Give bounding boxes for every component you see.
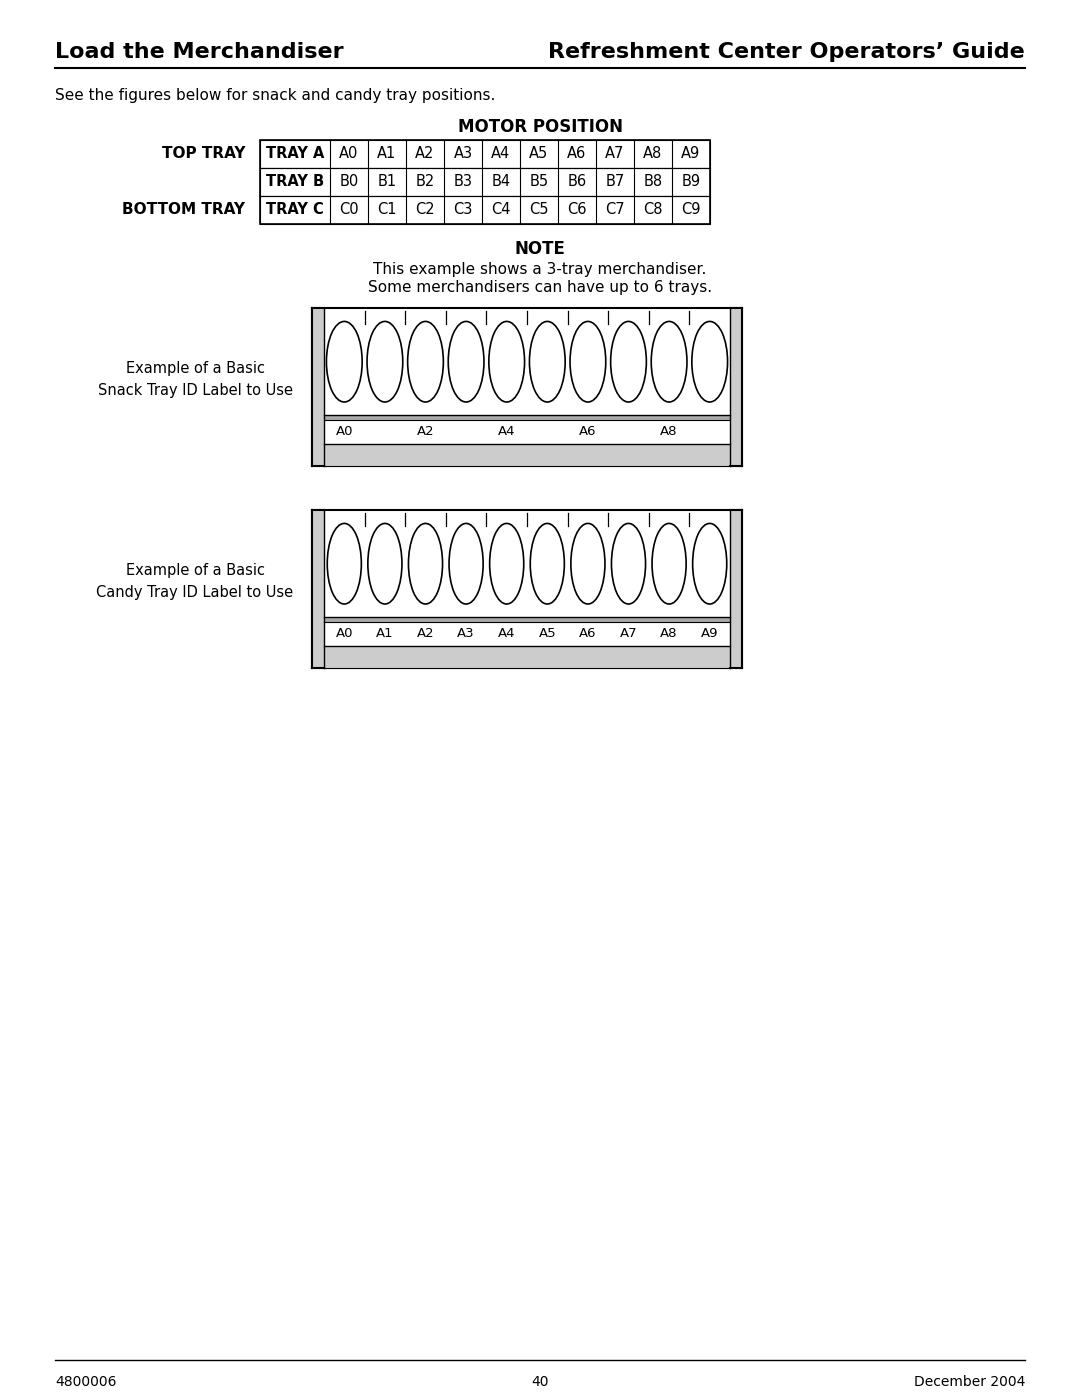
Ellipse shape — [489, 524, 524, 604]
Text: A4: A4 — [491, 147, 511, 162]
Text: TRAY A: TRAY A — [266, 147, 324, 162]
Text: B8: B8 — [644, 175, 662, 190]
Bar — [312, 307, 742, 467]
Text: BOTTOM TRAY: BOTTOM TRAY — [122, 203, 245, 218]
Bar — [730, 307, 742, 467]
Text: A1: A1 — [377, 147, 396, 162]
Text: B3: B3 — [454, 175, 473, 190]
Ellipse shape — [529, 321, 565, 402]
Bar — [260, 140, 710, 224]
Text: B4: B4 — [491, 175, 511, 190]
Text: A5: A5 — [529, 147, 549, 162]
Text: December 2004: December 2004 — [914, 1375, 1025, 1389]
Text: A8: A8 — [660, 425, 678, 439]
Text: A5: A5 — [539, 627, 556, 640]
Text: 40: 40 — [531, 1375, 549, 1389]
Text: Refreshment Center Operators’ Guide: Refreshment Center Operators’ Guide — [549, 42, 1025, 61]
Text: A7: A7 — [620, 627, 637, 640]
Text: See the figures below for snack and candy tray positions.: See the figures below for snack and cand… — [55, 88, 496, 103]
Text: C5: C5 — [529, 203, 549, 218]
Text: B0: B0 — [339, 175, 359, 190]
Text: B9: B9 — [681, 175, 701, 190]
Text: C9: C9 — [681, 203, 701, 218]
Text: This example shows a 3-tray merchandiser.: This example shows a 3-tray merchandiser… — [374, 263, 706, 277]
Ellipse shape — [489, 321, 525, 402]
Text: A0: A0 — [336, 425, 353, 439]
Text: A6: A6 — [579, 627, 596, 640]
Ellipse shape — [571, 524, 605, 604]
Text: TRAY B: TRAY B — [266, 175, 324, 190]
Ellipse shape — [326, 321, 362, 402]
Text: C2: C2 — [415, 203, 435, 218]
Text: Example of a Basic
Candy Tray ID Label to Use: Example of a Basic Candy Tray ID Label t… — [96, 563, 294, 599]
Text: 4800006: 4800006 — [55, 1375, 117, 1389]
Text: A1: A1 — [376, 627, 394, 640]
Text: A8: A8 — [660, 627, 678, 640]
Text: A2: A2 — [417, 627, 434, 640]
Ellipse shape — [367, 321, 403, 402]
Text: A8: A8 — [644, 147, 663, 162]
Text: TOP TRAY: TOP TRAY — [162, 147, 245, 162]
Ellipse shape — [611, 524, 646, 604]
Bar — [260, 140, 710, 168]
Bar — [260, 196, 710, 224]
Text: A4: A4 — [498, 425, 515, 439]
Text: B1: B1 — [377, 175, 396, 190]
Text: A9: A9 — [701, 627, 718, 640]
Text: A2: A2 — [416, 147, 434, 162]
Text: C7: C7 — [605, 203, 625, 218]
Text: A7: A7 — [605, 147, 624, 162]
Text: A9: A9 — [681, 147, 701, 162]
Text: C4: C4 — [491, 203, 511, 218]
Text: NOTE: NOTE — [514, 240, 566, 258]
Text: A3: A3 — [457, 627, 475, 640]
Text: C8: C8 — [644, 203, 663, 218]
Ellipse shape — [530, 524, 565, 604]
Text: MOTOR POSITION: MOTOR POSITION — [458, 117, 622, 136]
Ellipse shape — [692, 524, 727, 604]
Ellipse shape — [327, 524, 362, 604]
Text: B2: B2 — [416, 175, 434, 190]
Text: B5: B5 — [529, 175, 549, 190]
Bar — [324, 444, 730, 467]
Bar — [324, 415, 730, 420]
Ellipse shape — [652, 524, 686, 604]
Ellipse shape — [448, 321, 484, 402]
Ellipse shape — [651, 321, 687, 402]
Bar — [324, 645, 730, 668]
Text: Some merchandisers can have up to 6 trays.: Some merchandisers can have up to 6 tray… — [368, 279, 712, 295]
Text: C0: C0 — [339, 203, 359, 218]
Ellipse shape — [407, 321, 444, 402]
Ellipse shape — [570, 321, 606, 402]
Text: B7: B7 — [606, 175, 624, 190]
Bar — [312, 510, 324, 668]
Bar — [312, 510, 742, 668]
Ellipse shape — [408, 524, 443, 604]
Text: A0: A0 — [336, 627, 353, 640]
Ellipse shape — [449, 524, 483, 604]
Bar — [312, 307, 324, 467]
Text: C6: C6 — [567, 203, 586, 218]
Text: A6: A6 — [579, 425, 596, 439]
Text: A2: A2 — [417, 425, 434, 439]
Text: A6: A6 — [567, 147, 586, 162]
Ellipse shape — [610, 321, 646, 402]
Ellipse shape — [692, 321, 728, 402]
Bar — [730, 510, 742, 668]
Text: Example of a Basic
Snack Tray ID Label to Use: Example of a Basic Snack Tray ID Label t… — [97, 360, 293, 398]
Text: C3: C3 — [454, 203, 473, 218]
Text: Load the Merchandiser: Load the Merchandiser — [55, 42, 343, 61]
Text: C1: C1 — [377, 203, 396, 218]
Text: A4: A4 — [498, 627, 515, 640]
Text: A3: A3 — [454, 147, 473, 162]
Text: TRAY C: TRAY C — [266, 203, 324, 218]
Ellipse shape — [368, 524, 402, 604]
Bar — [260, 168, 710, 196]
Text: B6: B6 — [567, 175, 586, 190]
Text: A0: A0 — [339, 147, 359, 162]
Bar — [324, 617, 730, 623]
